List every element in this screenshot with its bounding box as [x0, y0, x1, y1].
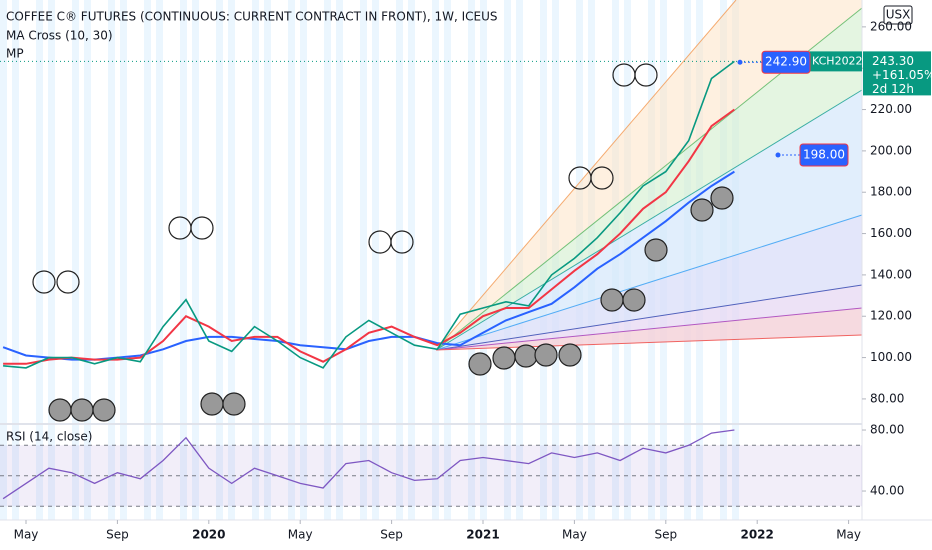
ma-line	[2, 170, 735, 361]
stripe	[264, 0, 271, 520]
level-label: 242.90	[765, 55, 807, 69]
rsi-tick-label: 80.00	[870, 423, 904, 437]
change: +161.05%	[872, 68, 932, 82]
x-tick-label: May	[288, 528, 313, 542]
x-tick-label: May	[836, 528, 861, 542]
rsi-title: RSI (14, close)	[6, 430, 92, 444]
stripe	[468, 0, 475, 520]
last-price-box	[863, 51, 931, 96]
currency-box[interactable]	[883, 5, 913, 25]
circles	[32, 63, 734, 422]
stripe	[48, 0, 55, 520]
stripe	[84, 0, 91, 520]
y-tick-label: 100.00	[870, 350, 912, 364]
stripe	[372, 0, 379, 520]
chart-title: COFFEE C® FUTURES (CONTINUOUS: CURRENT C…	[6, 10, 497, 24]
stripe	[12, 0, 19, 520]
y-tick-label: 140.00	[870, 267, 912, 281]
y-tick-label: 200.00	[870, 143, 912, 157]
y-tick-label: 220.00	[870, 102, 912, 116]
symbol: KCH2022	[812, 54, 863, 67]
level-dot	[775, 152, 781, 158]
indicator-label: MA Cross (10, 30)	[6, 29, 113, 43]
stripe	[192, 0, 199, 520]
x-tick-label: Sep	[654, 528, 677, 542]
level-box	[761, 50, 811, 74]
x-tick-label: 2021	[466, 528, 499, 542]
y-tick-label: 120.00	[870, 309, 912, 323]
stripe	[156, 0, 163, 520]
x-tick-label: Sep	[106, 528, 129, 542]
stripe	[120, 0, 127, 520]
stripe	[36, 0, 43, 520]
stripe	[336, 0, 343, 520]
price-line	[3, 60, 735, 369]
x-tick-label: May	[14, 528, 39, 542]
fan	[435, 0, 863, 351]
stripe	[480, 0, 487, 520]
stripe	[324, 0, 331, 520]
x-tick-label: 2022	[740, 528, 773, 542]
y-tick-label: 160.00	[870, 226, 912, 240]
indicator-label: MP	[6, 47, 24, 61]
x-tick-label: Sep	[380, 528, 403, 542]
stripe	[432, 0, 439, 520]
y-tick-label: 180.00	[870, 185, 912, 199]
level-dot	[737, 59, 743, 65]
stripe	[288, 0, 295, 520]
stripe	[216, 0, 223, 520]
y-tick-label: 80.00	[870, 391, 904, 405]
y-tick-label: 260.00	[870, 19, 912, 33]
countdown: 2d 12h	[872, 82, 914, 96]
stripe	[504, 0, 511, 520]
stripe	[444, 0, 451, 520]
stripe	[144, 0, 151, 520]
stripe	[108, 0, 115, 520]
stripe	[252, 0, 259, 520]
stripe	[180, 0, 187, 520]
symbol-box	[808, 51, 862, 72]
last-price: 243.30	[872, 54, 914, 68]
level-label: 198.00	[803, 148, 845, 162]
pane-separator	[0, 423, 862, 425]
stripe	[72, 0, 79, 520]
stripe	[0, 0, 7, 520]
stripe	[300, 0, 307, 520]
rsi-tick-label: 40.00	[870, 484, 904, 498]
stripe	[408, 0, 415, 520]
stripe	[228, 0, 235, 520]
currency: USX	[886, 8, 911, 22]
rsi-line	[2, 429, 735, 500]
stripe	[360, 0, 367, 520]
x-tick-label: May	[562, 528, 587, 542]
stripe	[396, 0, 403, 520]
x-tick-label: 2020	[192, 528, 225, 542]
level-box	[799, 143, 849, 167]
